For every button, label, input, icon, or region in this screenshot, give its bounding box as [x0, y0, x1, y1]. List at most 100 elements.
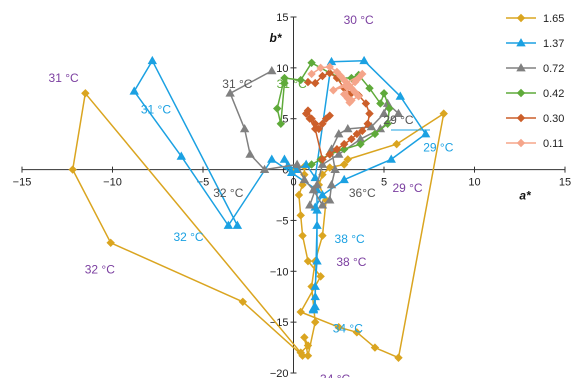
data-point	[339, 145, 349, 154]
y-tick-label: 10	[276, 63, 288, 75]
data-point	[225, 88, 235, 97]
chart-series	[68, 55, 448, 362]
data-point	[311, 78, 320, 88]
data-point	[345, 98, 354, 107]
data-point	[303, 77, 313, 87]
data-point	[334, 149, 344, 158]
annotation-label: 36°C	[349, 186, 376, 200]
data-point	[516, 13, 526, 23]
annotation-label: 30 °C	[344, 13, 374, 27]
data-point	[307, 58, 316, 67]
data-point	[311, 119, 320, 129]
annotation-label: 38 °C	[335, 232, 365, 246]
x-tick-label: 5	[381, 177, 387, 189]
data-point	[358, 126, 367, 136]
data-point	[385, 104, 394, 113]
legend-label: 0.42	[543, 88, 564, 100]
data-point	[420, 129, 431, 138]
data-point	[310, 172, 320, 182]
data-point	[358, 69, 367, 79]
chart-legend: 1.65 1.37 0.72 0.42 0.30 0.11	[506, 13, 564, 150]
series-1-37	[129, 55, 431, 314]
data-point	[292, 159, 302, 168]
data-point	[303, 256, 313, 266]
data-point	[392, 139, 401, 149]
annotation-label: 34 °C	[333, 321, 363, 335]
data-point	[439, 109, 448, 118]
data-point	[308, 185, 319, 194]
data-point	[296, 211, 305, 220]
annotation-label: 32 °C	[213, 186, 243, 200]
data-point	[303, 106, 313, 115]
data-point	[361, 99, 371, 108]
data-point	[232, 220, 243, 229]
data-point	[347, 134, 356, 144]
data-point	[303, 341, 313, 350]
legend-item: 1.65	[506, 13, 564, 25]
series-0-11	[307, 62, 367, 107]
data-point	[325, 163, 334, 172]
data-point	[81, 89, 90, 98]
chart-annotations: 30 °C 31 °C 31 °C 31 °C 31 °C 29 °C 29 °C 29 °C…	[49, 13, 454, 378]
data-point	[352, 129, 362, 139]
data-point	[329, 86, 338, 95]
data-point	[516, 88, 526, 98]
data-point	[341, 81, 351, 91]
annotation-label: 29 °C	[423, 140, 453, 154]
series-line	[305, 72, 371, 161]
series-0-42	[273, 58, 394, 169]
data-point	[307, 160, 316, 169]
data-point	[317, 159, 328, 168]
data-point	[324, 195, 335, 204]
legend-item: 0.42	[506, 88, 564, 100]
data-point	[312, 220, 322, 229]
legend-item: 0.72	[506, 63, 564, 75]
data-point	[332, 145, 342, 154]
legend-item: 0.11	[506, 138, 564, 150]
data-point	[307, 114, 316, 123]
annotation-label: 31 °C	[141, 103, 171, 117]
data-point	[316, 63, 325, 73]
data-point	[68, 165, 77, 174]
data-point	[516, 113, 526, 123]
data-point	[176, 151, 186, 160]
data-point	[318, 119, 327, 129]
data-point	[279, 154, 290, 163]
annotation-label: 32 °C	[85, 262, 115, 276]
legend-label: 1.65	[543, 13, 564, 25]
x-tick-label: 15	[559, 177, 571, 189]
annotation-label: 31 °C	[49, 71, 79, 85]
data-point	[300, 333, 309, 342]
data-point	[516, 138, 526, 148]
data-point	[316, 272, 325, 281]
series-0-30	[301, 68, 374, 164]
data-point	[363, 119, 372, 129]
data-point	[326, 179, 337, 189]
data-point	[276, 119, 286, 129]
data-point	[303, 351, 313, 360]
data-point	[379, 108, 389, 118]
data-point	[298, 231, 307, 240]
annotation-label: 31 °C	[222, 77, 252, 91]
data-point	[330, 164, 340, 173]
data-point	[296, 307, 305, 317]
y-tick-label: −20	[270, 368, 289, 378]
data-point	[339, 174, 349, 184]
data-point	[317, 200, 328, 209]
y-tick-label: −10	[270, 266, 289, 278]
legend-label: 1.37	[543, 38, 564, 50]
data-point	[339, 160, 349, 169]
data-point	[370, 129, 380, 139]
data-point	[334, 323, 343, 332]
data-point	[280, 73, 289, 83]
data-point	[317, 190, 328, 199]
data-point	[310, 291, 320, 301]
data-point	[273, 104, 282, 113]
data-point	[386, 154, 396, 163]
data-point	[308, 305, 319, 314]
legend-label: 0.30	[543, 113, 564, 125]
data-point	[245, 149, 255, 158]
data-point	[280, 78, 289, 88]
data-point	[312, 179, 322, 189]
